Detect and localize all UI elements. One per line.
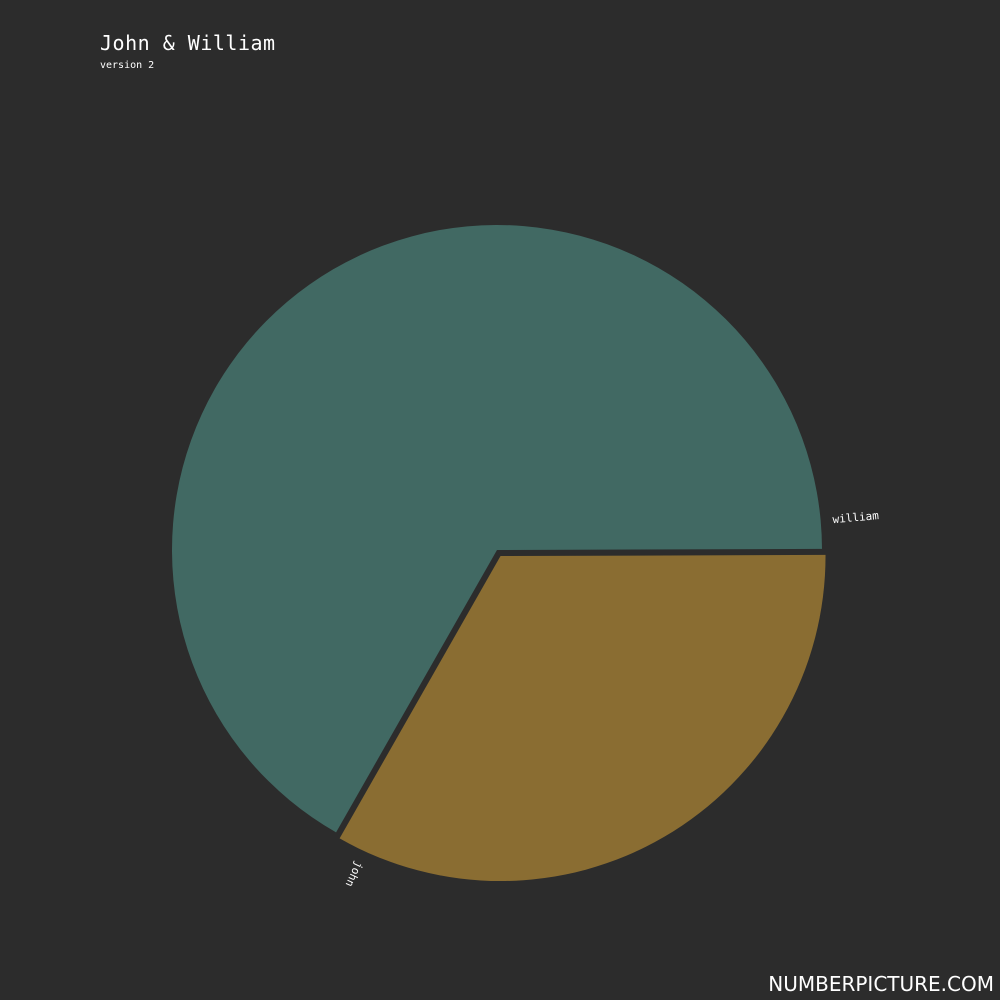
- pie-slice-john[interactable]: [339, 554, 826, 882]
- pie-label-john: john: [343, 859, 366, 889]
- pie-slice-william[interactable]: [172, 225, 822, 833]
- pie-slices: [172, 225, 826, 882]
- pie-label-william: william: [832, 509, 880, 526]
- chart-subtitle: version 2: [100, 60, 155, 71]
- chart-title: John & William: [100, 31, 276, 55]
- brand-logo-text[interactable]: NUMBERPICTURE.COM: [768, 972, 994, 996]
